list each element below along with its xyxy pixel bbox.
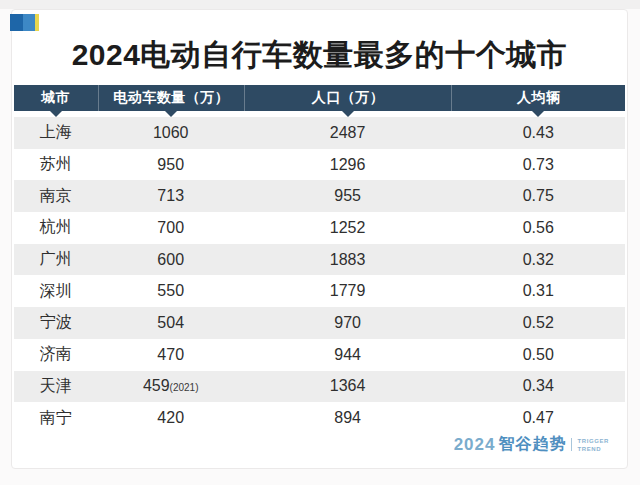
table-row: 宁波5049700.52: [14, 307, 625, 339]
bike-count-cell: 713: [98, 187, 244, 205]
city-cell: 深圳: [14, 281, 98, 302]
bike-count-cell: 950: [98, 156, 244, 174]
city-cell: 苏州: [14, 154, 98, 175]
population-cell: 944: [244, 346, 452, 364]
population-cell: 1296: [244, 156, 452, 174]
city-cell: 宁波: [14, 312, 98, 333]
bike-count-cell: 470: [98, 346, 244, 364]
infographic-card: 2024电动自行车数量最多的十个城市 城市 电动车数量（万） 人口（万） 人均辆…: [11, 9, 628, 469]
table-row: 苏州95012960.73: [14, 149, 625, 181]
watermark-tagline: TRIGGER TREND: [577, 437, 609, 453]
table-row: 上海106024870.43: [14, 117, 625, 149]
bike-count-cell: 1060: [98, 124, 244, 142]
per-capita-cell: 0.32: [451, 251, 625, 269]
per-capita-cell: 0.73: [451, 156, 625, 174]
city-cell: 南宁: [14, 408, 98, 429]
city-cell: 济南: [14, 344, 98, 365]
table-row: 杭州70012520.56: [14, 212, 625, 244]
corner-icon-yellow-segment: [35, 14, 39, 31]
population-cell: 955: [244, 187, 452, 205]
table-body: 上海106024870.43苏州95012960.73南京7139550.75杭…: [14, 117, 625, 434]
city-cell: 广州: [14, 249, 98, 270]
per-capita-cell: 0.52: [451, 314, 625, 332]
population-cell: 1252: [244, 219, 452, 237]
population-cell: 1883: [244, 251, 452, 269]
population-cell: 970: [244, 314, 452, 332]
watermark-brand-name: 智谷趋势: [498, 434, 566, 455]
per-capita-cell: 0.75: [451, 187, 625, 205]
watermark-divider: [571, 438, 572, 451]
table-row: 济南4709440.50: [14, 339, 625, 371]
bike-count-cell: 550: [98, 282, 244, 300]
city-cell: 杭州: [14, 217, 98, 238]
population-cell: 2487: [244, 124, 452, 142]
page-top-strip: [0, 0, 640, 9]
per-capita-cell: 0.43: [451, 124, 625, 142]
per-capita-cell: 0.56: [451, 219, 625, 237]
city-cell: 上海: [14, 122, 98, 143]
brand-watermark: 2024 智谷趋势 TRIGGER TREND: [454, 434, 609, 455]
table-row: 深圳55017790.31: [14, 275, 625, 307]
table-row: 广州60018830.32: [14, 244, 625, 276]
bike-count-cell: 600: [98, 251, 244, 269]
page-title: 2024电动自行车数量最多的十个城市: [12, 36, 627, 74]
header-city: 城市: [14, 85, 98, 111]
header-notch-row: [14, 111, 625, 117]
header-notch-triangle: [532, 111, 544, 117]
header-per-capita: 人均辆: [451, 85, 625, 111]
bike-count-year-note: (2021): [170, 382, 199, 393]
watermark-year: 2024: [454, 435, 496, 455]
population-cell: 894: [244, 409, 452, 427]
header-population: 人口（万）: [244, 85, 452, 111]
population-cell: 1364: [244, 377, 452, 395]
per-capita-cell: 0.34: [451, 377, 625, 395]
header-notch-triangle: [50, 111, 62, 117]
header-bike-count: 电动车数量（万）: [98, 85, 244, 111]
per-capita-cell: 0.31: [451, 282, 625, 300]
bike-count-cell: 420: [98, 409, 244, 427]
city-cell: 南京: [14, 186, 98, 207]
corner-icon-dark-blue-segment: [10, 14, 23, 31]
population-cell: 1779: [244, 282, 452, 300]
bike-count-cell: 459(2021): [98, 377, 244, 395]
table-row: 南京7139550.75: [14, 180, 625, 212]
per-capita-cell: 0.50: [451, 346, 625, 364]
bike-count-cell: 700: [98, 219, 244, 237]
header-notch-triangle: [165, 111, 177, 117]
city-ebike-table: 城市 电动车数量（万） 人口（万） 人均辆 上海106024870.43苏州95…: [14, 85, 625, 434]
corner-icon-blue-segment: [23, 14, 35, 31]
table-header-row: 城市 电动车数量（万） 人口（万） 人均辆: [14, 85, 625, 111]
city-cell: 天津: [14, 376, 98, 397]
table-row: 天津459(2021)13640.34: [14, 371, 625, 403]
per-capita-cell: 0.47: [451, 409, 625, 427]
table-row: 南宁4208940.47: [14, 402, 625, 434]
corner-flag-icon: [10, 14, 39, 31]
bike-count-cell: 504: [98, 314, 244, 332]
header-notch-triangle: [342, 111, 354, 117]
